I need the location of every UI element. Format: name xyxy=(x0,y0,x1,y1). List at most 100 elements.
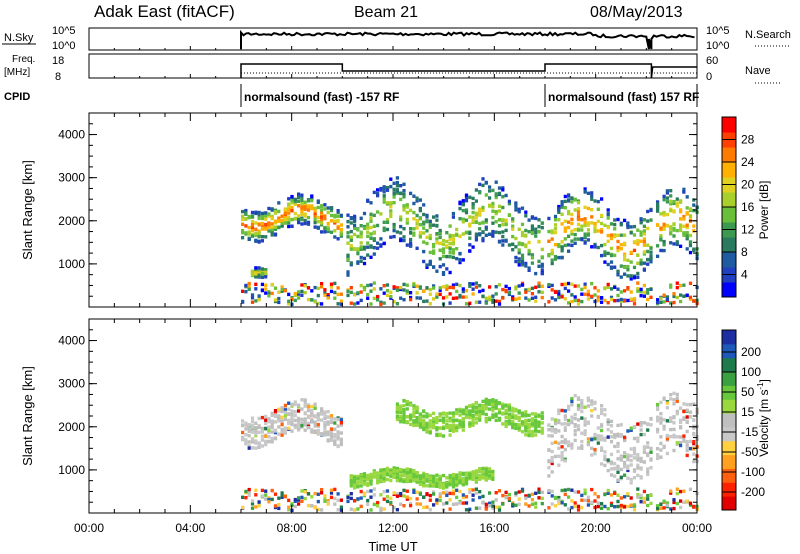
power-cell xyxy=(583,232,587,236)
power-cell xyxy=(573,198,577,202)
power-cell xyxy=(662,198,666,202)
velocity-cell xyxy=(488,501,492,505)
power-cell xyxy=(409,295,413,300)
power-cell xyxy=(405,217,409,222)
power-cell xyxy=(570,232,574,236)
velocity-cell xyxy=(277,496,281,500)
power-cell xyxy=(264,235,268,239)
power-cell xyxy=(688,207,693,211)
power-cell xyxy=(491,300,495,304)
velocity-cell xyxy=(560,451,564,455)
velocity-cell xyxy=(448,474,452,479)
power-cell xyxy=(379,287,383,291)
power-cell xyxy=(353,218,357,222)
power-cell xyxy=(639,230,643,234)
velocity-cell xyxy=(659,416,663,420)
velocity-cell xyxy=(527,424,531,429)
power-cell xyxy=(550,237,554,241)
power-cell xyxy=(646,219,650,223)
velocity-cell xyxy=(481,494,485,499)
velocity-cell xyxy=(474,400,478,405)
velocity-cell xyxy=(692,426,696,430)
power-cell xyxy=(524,261,528,266)
power-cell xyxy=(339,292,343,296)
velocity-cell xyxy=(626,429,630,433)
velocity-cell xyxy=(402,479,406,484)
power-cell xyxy=(346,273,350,277)
velocity-cell xyxy=(464,479,469,483)
velocity-cell xyxy=(557,441,561,446)
power-cell xyxy=(646,297,650,302)
velocity-cell xyxy=(333,417,337,421)
velocity-cell xyxy=(445,485,449,489)
velocity-cell xyxy=(685,446,689,450)
velocity-cell xyxy=(583,498,587,502)
power-cell xyxy=(425,299,429,303)
power-cell xyxy=(576,298,581,303)
power-cell xyxy=(461,208,465,213)
velocity-cell xyxy=(501,404,505,409)
velocity-cell xyxy=(287,412,291,417)
power-cell xyxy=(583,205,587,209)
velocity-cell xyxy=(682,489,686,493)
power-cell xyxy=(590,215,594,219)
power-cell xyxy=(329,219,334,223)
power-cell xyxy=(287,204,291,208)
velocity-cell xyxy=(511,502,515,507)
velocity-ylabel: Slant Range [km] xyxy=(20,366,35,466)
velocity-cell xyxy=(550,494,554,498)
velocity-cell xyxy=(517,411,521,415)
velocity-cell xyxy=(530,498,534,502)
velocity-cell xyxy=(435,417,439,422)
power-cell xyxy=(300,222,304,226)
power-cell xyxy=(320,223,324,227)
velocity-cell xyxy=(606,435,610,439)
power-cell xyxy=(346,235,350,239)
power-cell xyxy=(418,235,422,239)
velocity-cell xyxy=(247,446,251,450)
power-cell xyxy=(507,199,511,204)
velocity-cell xyxy=(580,505,584,510)
power-cell xyxy=(675,240,679,244)
power-cell xyxy=(590,221,594,225)
velocity-cell xyxy=(474,487,478,491)
velocity-cell xyxy=(623,451,627,455)
velocity-cell xyxy=(428,419,432,423)
velocity-cell xyxy=(280,430,284,434)
freq-label-bottom: [MHz] xyxy=(4,67,30,78)
power-cell xyxy=(339,213,343,218)
velocity-cell xyxy=(484,401,488,406)
velocity-cell xyxy=(283,408,287,412)
power-cell xyxy=(254,287,258,291)
velocity-cell xyxy=(329,491,334,495)
velocity-cell xyxy=(580,405,584,410)
power-cell xyxy=(540,290,544,295)
power-cell xyxy=(287,299,291,303)
velocity-cell xyxy=(409,468,413,472)
velocity-cell xyxy=(432,417,436,421)
velocity-cell xyxy=(395,407,399,411)
power-cell xyxy=(461,220,465,224)
power-cell xyxy=(346,213,350,217)
velocity-cell xyxy=(573,393,577,398)
power-cell xyxy=(254,227,258,231)
power-cell xyxy=(540,264,544,268)
velocity-cell xyxy=(553,454,558,459)
power-cell xyxy=(277,201,281,205)
power-cell xyxy=(682,283,686,287)
velocity-cell xyxy=(600,446,604,450)
power-cell xyxy=(576,210,581,214)
velocity-cell xyxy=(606,468,610,473)
velocity-cell xyxy=(481,474,485,478)
power-cell xyxy=(293,202,297,206)
power-cell xyxy=(646,288,650,292)
power-cell xyxy=(609,295,614,300)
power-cell xyxy=(458,206,462,211)
velocity-cell xyxy=(600,462,604,466)
power-cell xyxy=(583,235,587,239)
power-cell xyxy=(593,199,597,203)
velocity-cell xyxy=(576,508,581,512)
velocity-cell xyxy=(435,484,439,488)
velocity-cell xyxy=(257,416,261,421)
velocity-cell xyxy=(399,405,403,409)
